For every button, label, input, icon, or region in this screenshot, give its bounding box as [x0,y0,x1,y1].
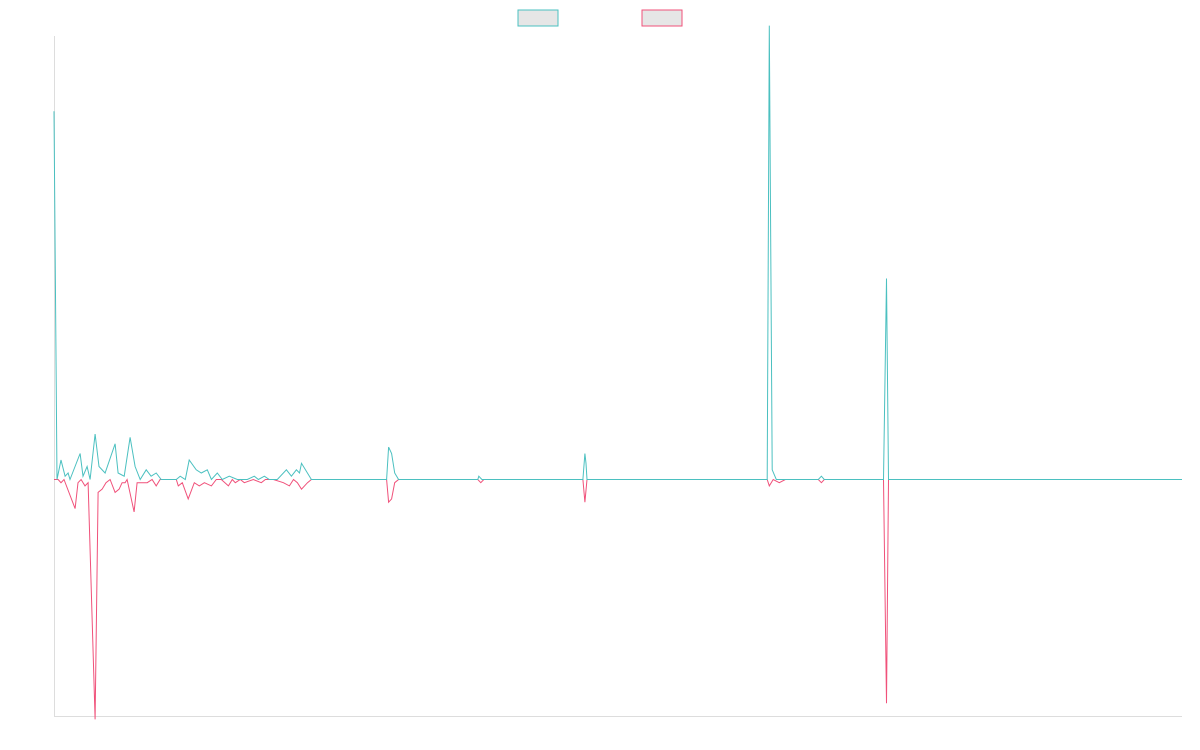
legend-swatch-series-1[interactable] [517,9,559,27]
legend-swatch-series-2[interactable] [641,9,683,27]
series-2-line [54,478,1182,720]
plot-area [53,25,1182,720]
axes [54,36,1182,717]
series-1-line [53,25,1182,482]
legend [517,9,683,27]
